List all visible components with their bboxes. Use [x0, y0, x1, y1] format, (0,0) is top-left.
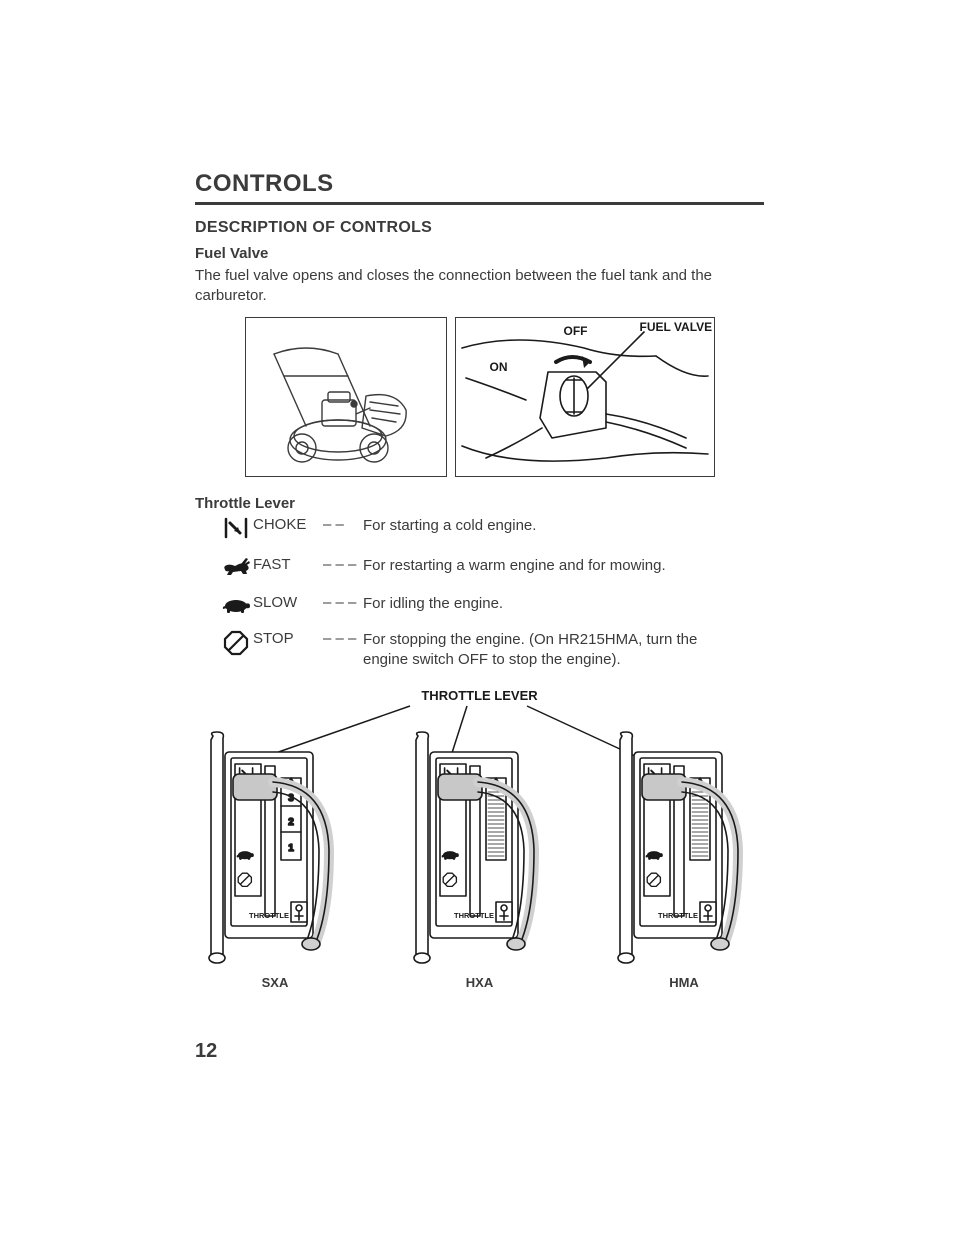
mower-overview-panel [245, 317, 447, 477]
subsection-title: DESCRIPTION OF CONTROLS [195, 219, 764, 237]
variant-label: SXA [195, 975, 355, 990]
fuel-valve-callout: FUEL VALVE [640, 320, 713, 334]
on-label: ON [490, 360, 508, 374]
lawn-mower-icon [246, 318, 446, 476]
choke-icon [219, 516, 253, 540]
throttle-heading: Throttle Lever [195, 495, 764, 512]
svg-text:2: 2 [288, 817, 294, 828]
off-label: OFF [564, 324, 588, 338]
stop-icon [219, 630, 253, 656]
svg-text:THROTTLE: THROTTLE [658, 911, 698, 920]
throttle-lever-variant: 3 2 1 THROTTLE SXA [195, 730, 355, 990]
throttle-setting-desc: For starting a cold engine. [363, 516, 536, 536]
section-title: CONTROLS [195, 170, 764, 198]
dash-separator: – – [323, 516, 363, 533]
variant-label: HMA [604, 975, 764, 990]
dash-separator: – – – [323, 594, 363, 611]
svg-text:THROTTLE: THROTTLE [249, 911, 289, 920]
dash-separator: – – – [323, 556, 363, 573]
page-number: 12 [195, 1040, 217, 1063]
manual-page: CONTROLS DESCRIPTION OF CONTROLS Fuel Va… [0, 0, 954, 1235]
throttle-lever-icon: 3 2 1 THROTTLE [195, 730, 355, 973]
throttle-row: FAST – – – For restarting a warm engine … [219, 556, 764, 578]
fuel-valve-body: The fuel valve opens and closes the conn… [195, 266, 764, 307]
slow-icon [219, 594, 253, 614]
throttle-setting-desc: For idling the engine. [363, 594, 503, 614]
throttle-row: CHOKE – – For starting a cold engine. [219, 516, 764, 540]
fuel-valve-heading: Fuel Valve [195, 245, 764, 262]
throttle-lever-icon: THROTTLE [400, 730, 560, 973]
fast-icon [219, 556, 253, 578]
throttle-row: SLOW – – – For idling the engine. [219, 594, 764, 614]
fuel-valve-detail-panel: OFF ON FUEL VALVE [455, 317, 715, 477]
throttle-lever-callout: THROTTLE LEVER [421, 688, 537, 703]
throttle-setting-desc: For stopping the engine. (On HR215HMA, t… [363, 630, 723, 671]
throttle-settings-table: CHOKE – – For starting a cold engine. FA… [219, 516, 764, 671]
throttle-setting-name: CHOKE [253, 516, 323, 533]
throttle-lever-icon: THROTTLE [604, 730, 764, 973]
throttle-row: STOP – – – For stopping the engine. (On … [219, 630, 764, 671]
throttle-setting-name: STOP [253, 630, 323, 647]
svg-text:THROTTLE: THROTTLE [454, 911, 494, 920]
variant-label: HXA [400, 975, 560, 990]
throttle-setting-name: FAST [253, 556, 323, 573]
fuel-valve-icon [456, 318, 714, 476]
throttle-setting-name: SLOW [253, 594, 323, 611]
fuel-valve-figure: OFF ON FUEL VALVE [195, 317, 764, 477]
section-rule [195, 202, 764, 205]
throttle-lever-variant: THROTTLE HMA [604, 730, 764, 990]
dash-separator: – – – [323, 630, 363, 647]
throttle-lever-figure: THROTTLE LEVER [195, 688, 764, 988]
svg-text:1: 1 [288, 843, 294, 854]
throttle-setting-desc: For restarting a warm engine and for mow… [363, 556, 666, 576]
throttle-lever-variant: THROTTLE HXA [400, 730, 560, 990]
